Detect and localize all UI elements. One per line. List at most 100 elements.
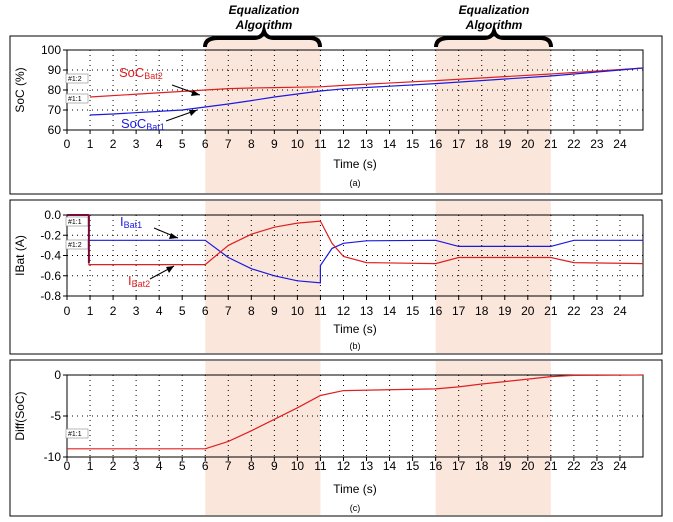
ibat2-label: IBat2 bbox=[128, 273, 150, 289]
x-tick-label-b: 20 bbox=[521, 304, 535, 318]
x-tick-label-b: 9 bbox=[271, 304, 278, 318]
axes-box-c bbox=[67, 375, 643, 457]
caption-b: (b) bbox=[350, 341, 361, 351]
cursor-marker-text: #1:1 bbox=[68, 96, 82, 103]
x-tick-label-c: 11 bbox=[314, 459, 327, 473]
x-tick-label-a: 17 bbox=[452, 137, 466, 151]
soc-bat1-label-main: SoC bbox=[121, 116, 146, 131]
x-tick-label-b: 12 bbox=[337, 304, 351, 318]
y-tick-label-b: 0.0 bbox=[44, 208, 61, 222]
x-tick-label-a: 12 bbox=[337, 137, 351, 151]
y-tick-label-b: -0.8 bbox=[40, 289, 61, 303]
banner-2-line1: Equalization bbox=[459, 3, 530, 17]
soc-bat1-arrowhead bbox=[189, 110, 197, 116]
x-tick-label-b: 18 bbox=[475, 304, 489, 318]
x-tick-label-b: 17 bbox=[452, 304, 466, 318]
shaded-region-c-1 bbox=[205, 361, 320, 515]
series-line-b-1 bbox=[67, 215, 643, 283]
x-tick-label-a: 22 bbox=[567, 137, 581, 151]
ibat2-label-sub: Bat2 bbox=[132, 279, 151, 289]
y-tick-label-b: -0.6 bbox=[40, 269, 61, 283]
y-tick-label-b: -0.4 bbox=[40, 249, 61, 263]
y-tick-label-a: 100 bbox=[41, 43, 61, 57]
y-tick-label-a: 80 bbox=[48, 83, 62, 97]
x-tick-label-b: 4 bbox=[156, 304, 163, 318]
x-tick-label-b: 8 bbox=[248, 304, 255, 318]
x-tick-label-c: 8 bbox=[248, 459, 255, 473]
x-tick-label-b: 0 bbox=[64, 304, 71, 318]
x-tick-label-c: 17 bbox=[452, 459, 466, 473]
x-tick-label-c: 13 bbox=[360, 459, 374, 473]
x-tick-label-a: 20 bbox=[521, 137, 535, 151]
x-tick-label-c: 16 bbox=[429, 459, 443, 473]
x-axis-label-b: Time (s) bbox=[333, 322, 377, 336]
x-tick-label-c: 5 bbox=[179, 459, 186, 473]
x-axis-label-c: Time (s) bbox=[333, 482, 377, 496]
shaded-region-a-2 bbox=[436, 37, 551, 193]
soc-bat2-label: SoCBat2 bbox=[119, 65, 163, 81]
x-tick-label-a: 23 bbox=[590, 137, 604, 151]
svg-text:SoCBat2: SoCBat2 bbox=[119, 65, 163, 81]
series-line-a-1 bbox=[90, 68, 643, 97]
shaded-region-b-2 bbox=[436, 201, 551, 353]
x-tick-label-c: 1 bbox=[87, 459, 94, 473]
x-tick-label-a: 0 bbox=[64, 137, 71, 151]
x-tick-label-c: 22 bbox=[567, 459, 581, 473]
svg-text:IBat1: IBat1 bbox=[120, 214, 142, 230]
banner-1-line1: Equalization bbox=[229, 3, 300, 17]
x-tick-label-b: 24 bbox=[613, 304, 627, 318]
x-tick-label-b: 5 bbox=[179, 304, 186, 318]
y-tick-label-a: 90 bbox=[48, 63, 62, 77]
x-tick-label-a: 18 bbox=[475, 137, 489, 151]
x-tick-label-b: 3 bbox=[133, 304, 140, 318]
cursor-marker-text: #1:2 bbox=[68, 76, 82, 83]
x-tick-label-a: 13 bbox=[360, 137, 374, 151]
x-tick-label-c: 14 bbox=[383, 459, 397, 473]
x-tick-label-b: 21 bbox=[544, 304, 558, 318]
cursor-marker-text: #1:1 bbox=[68, 219, 82, 226]
soc-bat2-label-main: SoC bbox=[119, 65, 144, 80]
ibat1-label: IBat1 bbox=[120, 214, 142, 230]
x-tick-label-a: 21 bbox=[544, 137, 558, 151]
x-tick-label-b: 23 bbox=[590, 304, 604, 318]
x-tick-label-a: 4 bbox=[156, 137, 163, 151]
x-tick-label-c: 3 bbox=[133, 459, 140, 473]
soc-bat1-label-sub: Bat1 bbox=[146, 122, 165, 132]
caption-a: (a) bbox=[350, 178, 361, 188]
x-tick-label-b: 16 bbox=[429, 304, 443, 318]
x-tick-label-b: 7 bbox=[225, 304, 232, 318]
x-tick-label-b: 13 bbox=[360, 304, 374, 318]
shaded-region-c-2 bbox=[436, 361, 551, 515]
cursor-marker-b-1: #1:1 bbox=[66, 217, 88, 226]
x-tick-label-b: 11 bbox=[314, 304, 327, 318]
axes-box-b bbox=[67, 215, 643, 296]
x-tick-label-a: 6 bbox=[202, 137, 209, 151]
x-tick-label-c: 10 bbox=[291, 459, 305, 473]
grid-c bbox=[67, 375, 643, 457]
axes-box-a bbox=[67, 50, 643, 130]
x-tick-label-c: 18 bbox=[475, 459, 489, 473]
x-tick-label-c: 19 bbox=[498, 459, 512, 473]
x-tick-label-b: 14 bbox=[383, 304, 397, 318]
svg-text:IBat2: IBat2 bbox=[128, 273, 150, 289]
x-tick-label-a: 24 bbox=[613, 137, 627, 151]
x-tick-label-b: 15 bbox=[406, 304, 420, 318]
x-tick-label-b: 22 bbox=[567, 304, 581, 318]
x-tick-label-b: 10 bbox=[291, 304, 305, 318]
y-axis-label-b: IBat (A) bbox=[13, 235, 27, 276]
x-tick-label-c: 24 bbox=[613, 459, 627, 473]
x-tick-label-c: 7 bbox=[225, 459, 232, 473]
ibat1-arrowhead bbox=[169, 233, 178, 239]
caption-c: (c) bbox=[350, 503, 361, 513]
x-tick-label-c: 15 bbox=[406, 459, 420, 473]
y-axis-label-c: Diff(SoC) bbox=[13, 391, 27, 440]
svg-text:SoCBat1: SoCBat1 bbox=[121, 116, 165, 132]
x-tick-label-c: 0 bbox=[64, 459, 71, 473]
x-tick-label-a: 14 bbox=[383, 137, 397, 151]
cursor-marker-c-1: #1:1 bbox=[66, 429, 88, 438]
x-tick-label-a: 5 bbox=[179, 137, 186, 151]
x-tick-label-a: 16 bbox=[429, 137, 443, 151]
x-tick-label-b: 19 bbox=[498, 304, 512, 318]
cursor-marker-text: #1:2 bbox=[68, 242, 82, 249]
